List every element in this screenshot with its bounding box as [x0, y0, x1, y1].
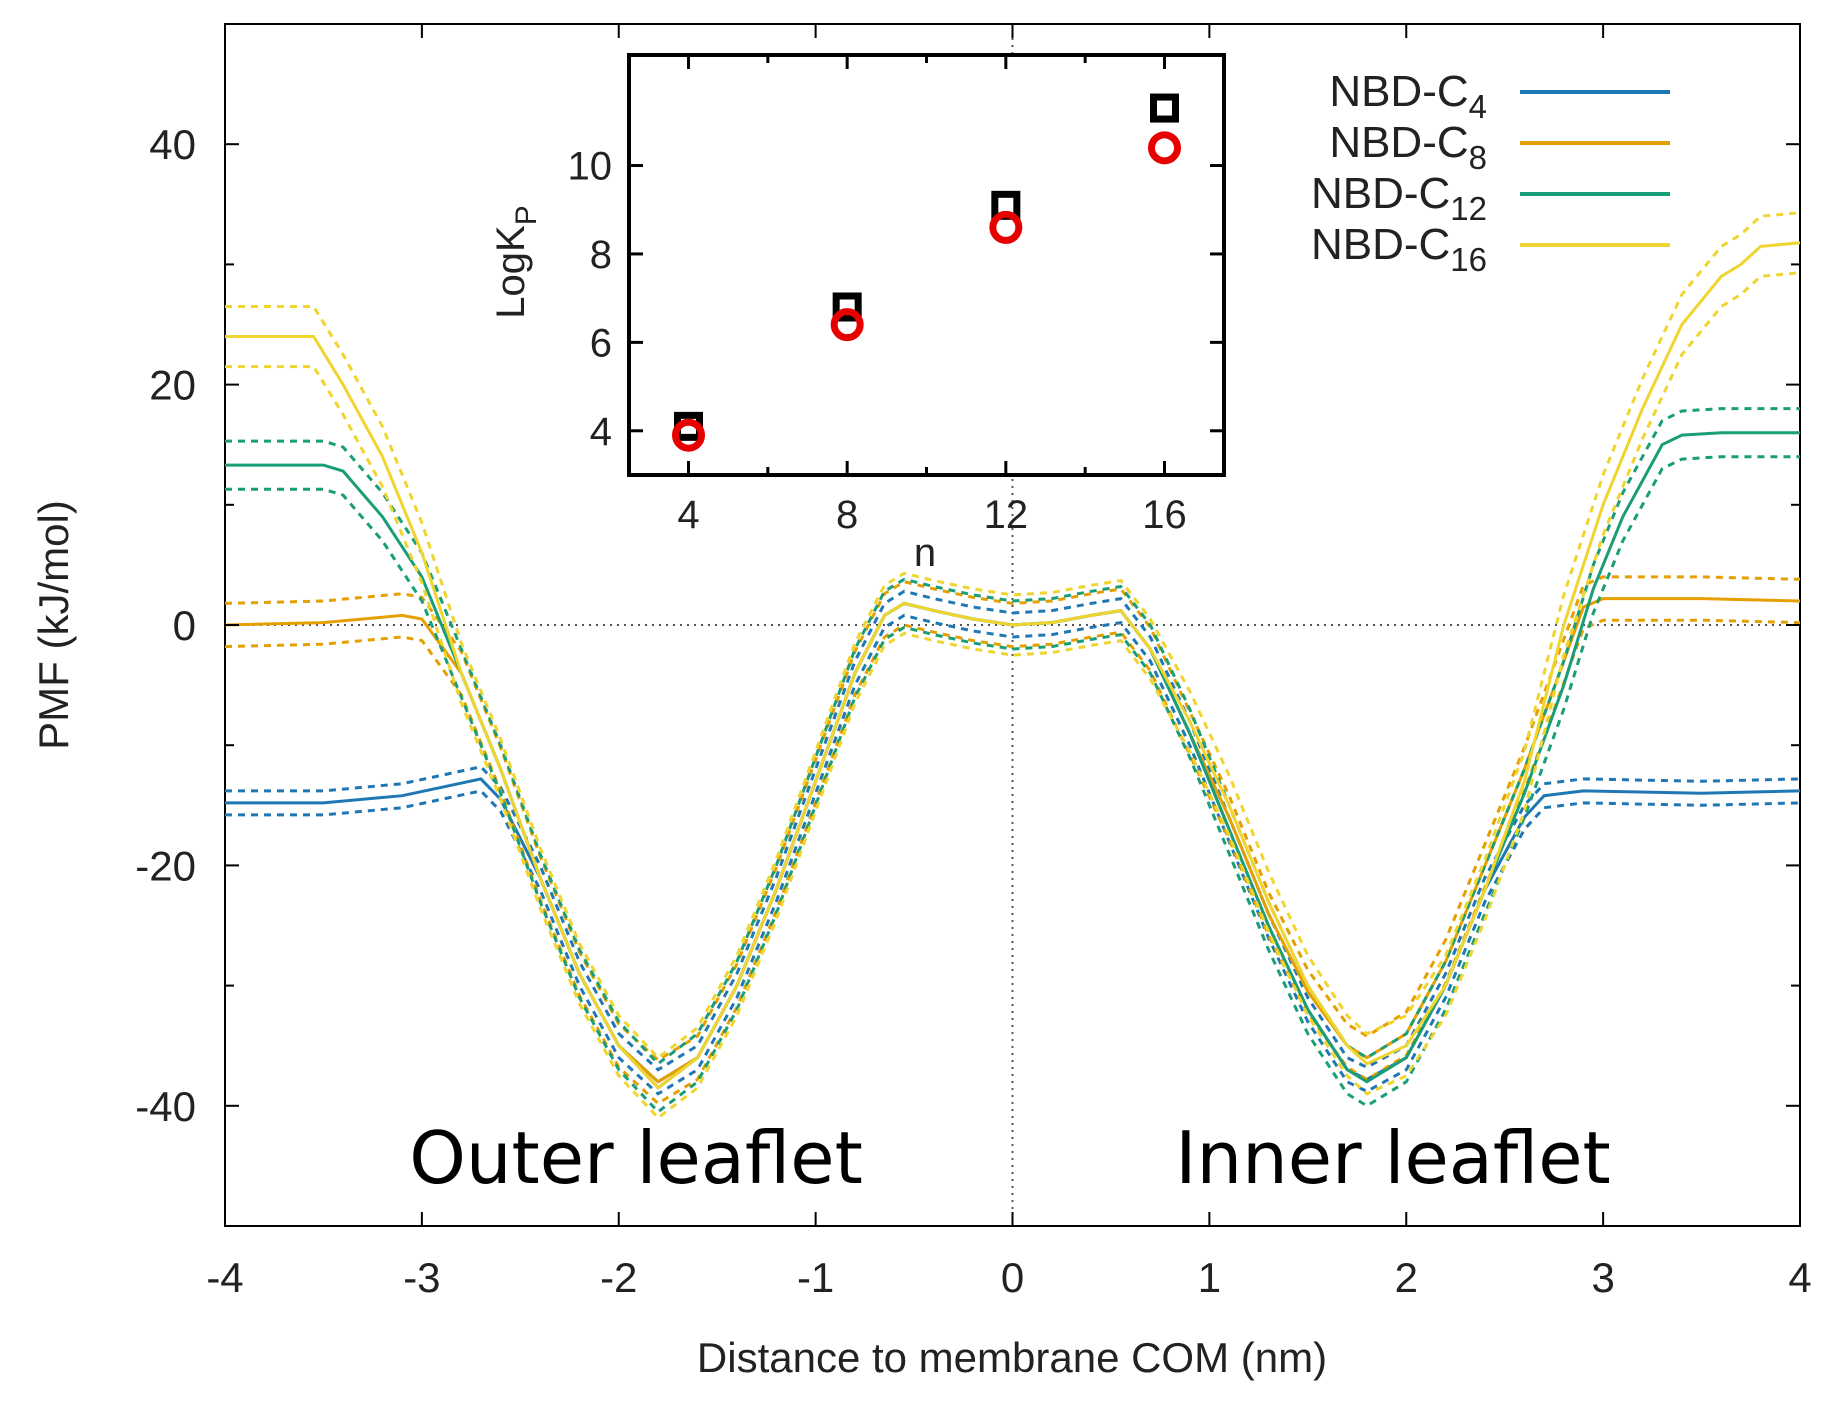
inset-circle-marker: [989, 210, 1023, 244]
x-tick-label: 0: [1001, 1254, 1024, 1301]
inset-x-tick-label: 16: [1142, 493, 1187, 537]
inset-points: [672, 93, 1181, 452]
annotation-outer-leaflet: Outer leaflet: [409, 1116, 863, 1200]
inset-x-tick-label: 4: [677, 493, 699, 537]
y-tick-label: 20: [149, 362, 196, 409]
inset-circle-marker: [1148, 131, 1181, 165]
x-tick-label: -4: [206, 1254, 243, 1301]
inset-y-tick-label: 4: [590, 410, 612, 454]
main-ticks: [224, 24, 1801, 1226]
x-tick-label: 1: [1198, 1254, 1221, 1301]
legend-label-sub: 8: [1469, 139, 1487, 176]
x-tick-label: 4: [1788, 1254, 1811, 1301]
inset-background: [629, 55, 1224, 475]
x-tick-label: 2: [1395, 1254, 1418, 1301]
y-tick-label: -20: [135, 842, 196, 889]
legend-label-main: NBD-C: [1311, 220, 1450, 269]
inset-y-axis-title: LogKP: [489, 205, 543, 318]
x-tick-label: 3: [1591, 1254, 1614, 1301]
legend-label: NBD-C4: [1329, 67, 1487, 125]
series-lower-bound-nbd-c12: [225, 455, 1800, 1114]
legend-label-main: NBD-C: [1329, 118, 1468, 167]
legend-label-main: NBD-C: [1329, 67, 1468, 116]
legend-label-main: NBD-C: [1311, 169, 1450, 218]
inset-square-marker: [832, 292, 862, 322]
legend-label-sub: 12: [1450, 190, 1487, 227]
x-axis-title: Distance to membrane COM (nm): [697, 1334, 1327, 1381]
series-upper-bound-nbd-c4: [225, 589, 1801, 1072]
annotation-inner-leaflet: Inner leaflet: [1175, 1116, 1611, 1200]
inset-x-tick-label: 8: [836, 493, 858, 537]
y-tick-label: 0: [173, 602, 196, 649]
inset-chart: 4 8 12 16 4 6 8 10 n LogKP: [489, 53, 1226, 575]
main-series-group: [224, 211, 1801, 1120]
inset-tick-labels: 4 8 12 16 4 6 8 10: [568, 145, 1187, 537]
series-upper-bound-nbd-c8: [224, 575, 1801, 1062]
inset-y-tick-label: 10: [568, 145, 613, 189]
legend-label-sub: 4: [1469, 88, 1487, 125]
y-axis-title: PMF (kJ/mol): [30, 500, 77, 750]
x-tick-label: -2: [600, 1254, 637, 1301]
inset-y-tick-label: 6: [590, 321, 612, 365]
series-lower-bound-nbd-c16: [225, 271, 1801, 1120]
inset-x-axis-title: n: [914, 531, 936, 575]
series-lower-bound-nbd-c8: [224, 618, 1801, 1106]
x-tick-label: -1: [797, 1254, 834, 1301]
y-tick-label: -40: [135, 1083, 196, 1130]
y-tick-label: 40: [149, 121, 196, 168]
legend-label: NBD-C12: [1311, 169, 1487, 227]
inset-y-tick-label: 8: [590, 233, 612, 277]
series-upper-bound-nbd-c16: [225, 211, 1801, 1060]
inset-circle-marker: [672, 418, 705, 452]
inset-x-tick-label: 12: [984, 493, 1029, 537]
series-line-nbd-c16: [225, 241, 1801, 1090]
inset-ticks: [629, 55, 1224, 475]
inset-circle-marker: [830, 308, 864, 342]
inset-y-axis-title-main: LogK: [489, 225, 533, 319]
inset-square-marker: [1150, 93, 1179, 123]
inset-y-axis-title-sub: P: [510, 205, 543, 225]
legend-label: NBD-C8: [1329, 118, 1487, 176]
legend-label: NBD-C16: [1311, 220, 1487, 278]
x-tick-label: -3: [403, 1254, 440, 1301]
series-lower-bound-nbd-c4: [225, 613, 1801, 1096]
legend-label-sub: 16: [1450, 241, 1487, 278]
